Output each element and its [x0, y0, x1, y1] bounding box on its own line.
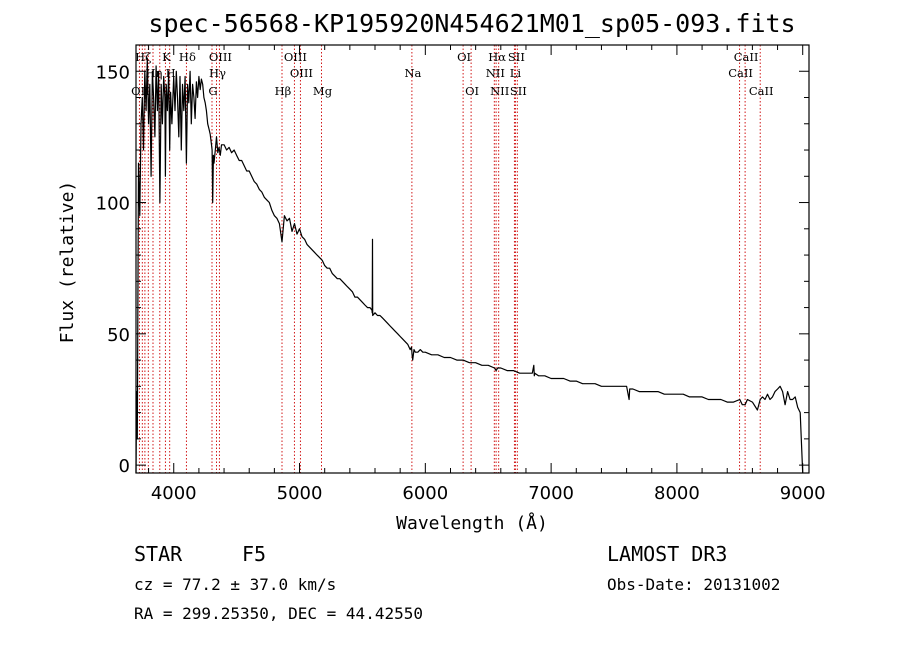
- marker-label: Hζ: [135, 50, 151, 64]
- marker-label: G: [208, 84, 217, 98]
- x-tick-label: 4000: [151, 483, 197, 504]
- marker-label: OI: [465, 84, 479, 98]
- marker-label: Hγ: [209, 66, 226, 80]
- marker-label: NII: [490, 84, 509, 98]
- marker-label: Li: [510, 66, 522, 80]
- survey-name: LAMOST DR3: [607, 542, 727, 566]
- marker-label: CaII: [749, 84, 774, 98]
- x-tick-label: 5000: [277, 483, 323, 504]
- redshift-value: cz = 77.2 ± 37.0 km/s: [134, 575, 336, 594]
- marker-label: OII: [131, 84, 150, 98]
- y-axis-label: Flux (relative): [57, 181, 78, 344]
- marker-label: K: [162, 50, 171, 64]
- marker-label: SII: [510, 84, 527, 98]
- emission-line-markers: [138, 45, 761, 473]
- object-class: STAR: [134, 542, 183, 566]
- marker-label: SII: [508, 50, 525, 64]
- plot-frame: [135, 44, 810, 474]
- y-tick-label: 50: [107, 325, 130, 346]
- y-tick-label: 0: [119, 456, 130, 477]
- y-tick-label: 100: [96, 194, 130, 215]
- flux-series-line: [135, 57, 804, 474]
- x-tick-label: 8000: [654, 483, 700, 504]
- marker-label: NII: [486, 66, 505, 80]
- marker-label: CaII: [734, 50, 759, 64]
- marker-label: Hη: [146, 66, 163, 80]
- marker-label: Hβ: [275, 84, 292, 98]
- marker-label: OI: [457, 50, 471, 64]
- x-axis-label: Wavelength (Å): [396, 512, 548, 534]
- y-axis-ticks: 0 50 100 150: [96, 62, 809, 477]
- marker-label: Hδ: [179, 50, 196, 64]
- x-tick-label: 6000: [402, 483, 448, 504]
- marker-label: Mg: [313, 84, 333, 98]
- marker-label: OIII: [290, 66, 313, 80]
- observation-date: Obs-Date: 20131002: [607, 575, 780, 594]
- marker-label: H: [166, 66, 176, 80]
- marker-label: CaII: [728, 66, 753, 80]
- chart-title: spec-56568-KP195920N454621M01_sp05-093.f…: [148, 9, 795, 38]
- marker-label: Na: [404, 66, 421, 80]
- marker-label: Hα: [488, 50, 506, 64]
- x-axis-ticks: 4000 5000 6000 7000 8000 9000: [148, 45, 826, 504]
- marker-label: OIII: [209, 50, 232, 64]
- object-subclass: F5: [242, 542, 266, 566]
- x-tick-label: 9000: [780, 483, 826, 504]
- x-tick-label: 7000: [528, 483, 574, 504]
- marker-label: OIII: [284, 50, 307, 64]
- coordinates: RA = 299.25350, DEC = 44.42550: [134, 604, 423, 623]
- y-tick-label: 150: [96, 62, 130, 83]
